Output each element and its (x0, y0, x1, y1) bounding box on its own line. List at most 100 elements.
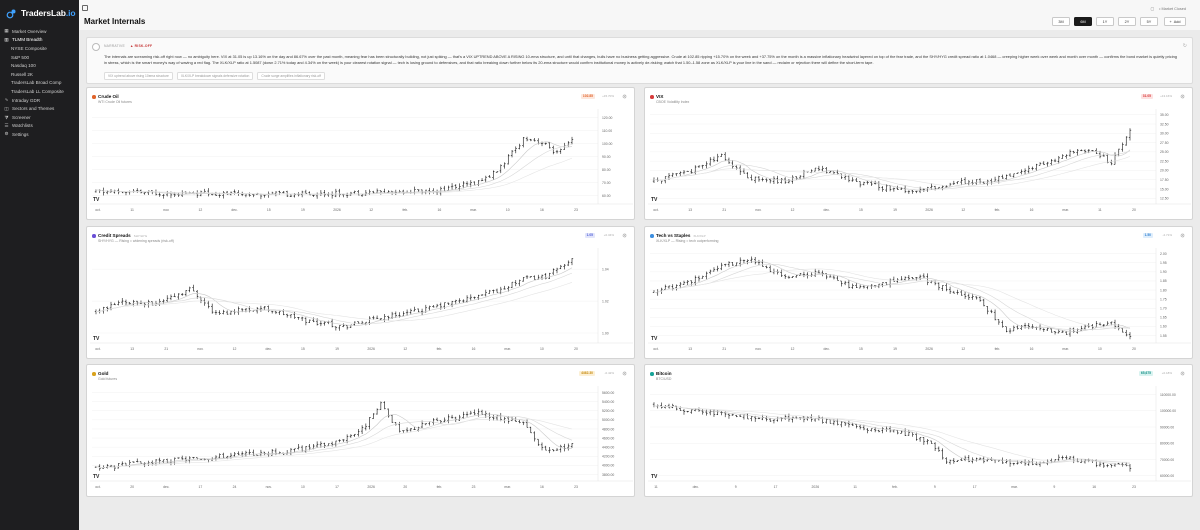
ohlc-bar (986, 306, 989, 315)
ohlc-bar (1020, 325, 1023, 331)
ohlc-bar (315, 441, 319, 448)
brand-name: TradersLab.io (21, 8, 76, 18)
brand-logo[interactable]: TradersLab.io (6, 7, 76, 19)
add-button[interactable]: + Add (1164, 17, 1186, 26)
x-tick-label: 9 (934, 485, 936, 489)
chart-area[interactable]: 110000.00 100000.00 90000.00 80000.00 70000.… (648, 386, 1191, 494)
ohlc-bar (540, 274, 544, 280)
x-tick-label: dec. (163, 485, 169, 489)
panel-settings-icon[interactable] (621, 232, 627, 238)
chart-svg[interactable]: 1.04 1.02 1.00 oct. 13 21 nov. 12 dec. 15 19 2026 12… (90, 248, 633, 356)
chart-area[interactable]: 120.00 110.00 100.00 90.00 80.00 70.00 60.00 oc… (90, 109, 633, 217)
price-series (94, 258, 574, 331)
ohlc-bar (671, 172, 674, 178)
sidebar-item-intraday-gdr[interactable]: ∿ Intraday GDR (0, 96, 79, 105)
ohlc-bar (480, 178, 484, 182)
range-tab-5y[interactable]: 5Y (1140, 17, 1158, 26)
ohlc-bar (783, 274, 787, 279)
panel-settings-icon[interactable] (621, 370, 627, 376)
chart-area[interactable]: 5600.00 5400.00 5200.00 5000.00 4800.00 4600.… (90, 386, 633, 494)
x-tick-label: 12 (961, 208, 965, 212)
ohlc-bar (555, 448, 559, 451)
chart-svg[interactable]: 120.00 110.00 100.00 90.00 80.00 70.00 60.00 oc… (90, 109, 633, 217)
y-tick-label: 70000.00 (1160, 458, 1174, 462)
sidebar: TradersLab.io ▦ Market Overview ▥ TLMM Brea… (0, 0, 79, 530)
sidebar-item-tlmm-breadth[interactable]: ▥ TLMM Breadth (0, 36, 79, 45)
sidebar-item-screener[interactable]: ⧩ Screener (0, 113, 79, 122)
ohlc-bar (540, 442, 544, 451)
ohlc-bar (1053, 330, 1057, 335)
ohlc-bar (941, 185, 944, 191)
chart-svg[interactable]: 35.00 32.50 30.00 27.50 25.00 22.50 20.00 17.50… (648, 109, 1191, 217)
ohlc-bar (413, 306, 416, 312)
chart-svg[interactable]: 110000.00 100000.00 90000.00 80000.00 70000.… (648, 386, 1191, 494)
ohlc-bar (664, 284, 667, 290)
window-icon[interactable]: ▢ (1150, 7, 1155, 11)
y-tick-label: 5200.00 (602, 409, 614, 413)
refresh-icon[interactable]: ↻ (1182, 43, 1187, 49)
narrative-chip[interactable]: XLK/XLP breakdown signals defensive rota… (176, 72, 254, 81)
panel-settings-icon[interactable] (621, 93, 627, 99)
x-tick-label: 11 (130, 208, 134, 212)
sidebar-item-traderslab-ll-composite[interactable]: TradersLab LL Composite (0, 87, 79, 96)
user-label[interactable]: • Market Closed (1159, 6, 1186, 11)
ohlc-bar (885, 184, 888, 192)
ohlc-bar (739, 165, 742, 175)
range-tab-1y[interactable]: 1Y (1096, 17, 1114, 26)
range-tab-2y[interactable]: 2Y (1118, 17, 1136, 26)
ohlc-bar (338, 439, 341, 443)
range-tab-6m[interactable]: 6M (1074, 17, 1092, 26)
chart-area[interactable]: 1.04 1.02 1.00 oct. 13 21 nov. 12 dec. 15 19 2026 12… (90, 248, 633, 356)
ohlc-bar (237, 306, 240, 315)
ohlc-bar (971, 179, 974, 185)
ohlc-bar (177, 457, 180, 459)
x-tick-label: nov. (755, 208, 761, 212)
x-tick-label: oct. (653, 208, 659, 212)
panel-subtitle: WTI Crude Oil futures (98, 100, 132, 104)
sidebar-toggle-icon[interactable] (82, 5, 88, 11)
ohlc-bar (941, 448, 944, 460)
range-tab-3m[interactable]: 3M (1052, 17, 1070, 26)
sidebar-item-watchlists[interactable]: ☰ Watchlists (0, 122, 79, 131)
sidebar-item-nasdaq-100[interactable]: Nasdaq 100 (0, 61, 79, 70)
narrative-chip[interactable]: Crude surge amplifies inflationary risk-… (257, 72, 326, 81)
moving-average-line (95, 282, 573, 322)
ohlc-bar (117, 300, 120, 306)
page-title: Market Internals (84, 17, 146, 26)
ohlc-bar (933, 442, 937, 452)
sidebar-item-s-p-500[interactable]: S&P 500 (0, 53, 79, 62)
chart-svg[interactable]: 5600.00 5400.00 5200.00 5000.00 4800.00 4600.… (90, 386, 633, 494)
x-tick-label: 20 (403, 485, 407, 489)
sidebar-item-russell-2k[interactable]: Russell 2K (0, 70, 79, 79)
x-tick-label: 17 (335, 485, 339, 489)
sidebar-item-traderslab-broad-comp[interactable]: TradersLab Broad Comp (0, 79, 79, 88)
chart-area[interactable]: 35.00 32.50 30.00 27.50 25.00 22.50 20.00 17.50… (648, 109, 1191, 217)
panel-title: Crude Oil (98, 94, 119, 99)
price-badge: 102.85 (580, 93, 595, 99)
chart-area[interactable]: 2.00 1.95 1.90 1.85 1.80 1.75 1.70 1.65 1.60 1.55… (648, 248, 1191, 356)
ohlc-bar (847, 175, 851, 183)
ohlc-bar (1046, 327, 1049, 331)
ohlc-bar (918, 274, 922, 280)
ohlc-bar (458, 183, 461, 192)
chart-svg[interactable]: 2.00 1.95 1.90 1.85 1.80 1.75 1.70 1.65 1.60 1.55… (648, 248, 1191, 356)
x-tick-label: 21 (164, 347, 168, 351)
x-tick-label: 16 (1030, 208, 1034, 212)
narrative-chip[interactable]: VIX uptrend above rising 10ema structure (104, 72, 173, 81)
ohlc-bar (1102, 462, 1105, 468)
panel-settings-icon[interactable] (1179, 93, 1185, 99)
ohlc-bar (514, 280, 517, 287)
ohlc-bar (199, 458, 203, 460)
y-tick-label: 100.00 (602, 142, 612, 146)
y-tick-label: 30.00 (1160, 132, 1169, 136)
panel-settings-icon[interactable] (1179, 232, 1185, 238)
sidebar-item-sectors-and-themes[interactable]: ◫ Sectors and Themes (0, 104, 79, 113)
sidebar-item-nyse-composite[interactable]: NYSE Composite (0, 44, 79, 53)
ohlc-bar (724, 152, 727, 161)
sidebar-item-settings[interactable]: ⚙ Settings (0, 130, 79, 139)
sidebar-item-market-overview[interactable]: ▦ Market Overview (0, 27, 79, 36)
panel-settings-icon[interactable] (1179, 370, 1185, 376)
ohlc-bar (825, 167, 828, 174)
ohlc-bar (1027, 165, 1031, 174)
